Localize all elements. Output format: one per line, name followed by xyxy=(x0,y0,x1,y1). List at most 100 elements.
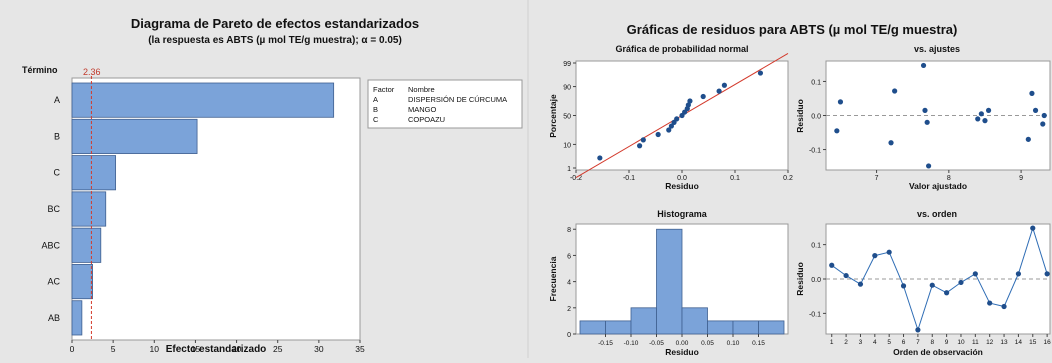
pareto-bar xyxy=(71,118,198,154)
order-point xyxy=(972,271,978,277)
normal-point xyxy=(716,88,722,94)
order-point xyxy=(857,281,864,287)
order-point xyxy=(829,262,835,268)
hist-ytick-label: 2 xyxy=(567,306,571,313)
normal-probability-chart: 1 10 50 90 99 -0.2 -0.1 0.0 0.1 0.2 xyxy=(563,53,793,182)
pareto-xtick-label: 35 xyxy=(355,344,365,354)
legend-name-a: DISPERSIÓN DE CÚRCUMA xyxy=(408,95,507,104)
fits-xtick-label: 9 xyxy=(1019,175,1023,182)
order-xtick-label: 15 xyxy=(1029,339,1037,346)
hist-bar xyxy=(605,320,632,335)
fits-ytick-label: 0.0 xyxy=(811,114,821,121)
legend-header-name: Nombre xyxy=(408,85,435,94)
order-point xyxy=(929,282,935,288)
order-xtick-label: 1 xyxy=(830,339,834,346)
hist-bar xyxy=(732,320,759,335)
hist-xtick-label: 0.00 xyxy=(676,340,689,347)
order-xtick-label: 12 xyxy=(986,339,994,346)
hist-ytick-label: 4 xyxy=(567,280,571,287)
normal-plot-title: Gráfica de probabilidad normal xyxy=(615,44,748,54)
normal-xtick-label: 0.0 xyxy=(677,175,687,182)
order-xtick-label: 14 xyxy=(1015,339,1023,346)
pareto-bar xyxy=(71,155,117,191)
fits-point xyxy=(1029,90,1035,96)
hist-xtick-label: 0.15 xyxy=(752,340,765,347)
fits-point xyxy=(834,128,840,134)
fits-xtick-label: 7 xyxy=(875,175,879,182)
hist-bar xyxy=(630,307,657,335)
order-xtick-label: 7 xyxy=(916,339,920,346)
normal-point xyxy=(721,82,728,88)
legend-factor-c: C xyxy=(373,115,379,124)
normal-point xyxy=(666,127,672,133)
order-xtick-label: 3 xyxy=(859,339,863,346)
order-point xyxy=(843,272,849,279)
pareto-xtick-label: 30 xyxy=(314,344,324,354)
factor-legend xyxy=(367,79,523,129)
hist-xtick-label: 0.10 xyxy=(727,340,740,347)
order-xtick-label: 10 xyxy=(957,339,965,346)
hist-xtick-label: -0.15 xyxy=(598,340,613,347)
pareto-xlabel: Efecto estandarizado xyxy=(166,344,267,355)
pareto-category-label: AB xyxy=(48,313,60,323)
pareto-bar xyxy=(71,191,107,227)
normal-xtick-label: -0.2 xyxy=(570,175,582,182)
fits-point xyxy=(924,119,930,125)
legend-factor-b: B xyxy=(373,105,378,114)
order-point xyxy=(872,253,878,259)
histogram-chart: 0 2 4 6 8 -0.15 -0.10 -0.05 0.00 0.05 0.10 0.15 xyxy=(567,227,785,347)
order-xtick-label: 4 xyxy=(873,339,877,346)
pareto-xtick-label: 5 xyxy=(111,344,116,354)
fits-point xyxy=(1032,107,1039,113)
order-xtick-label: 16 xyxy=(1044,339,1052,346)
fits-xlabel: Valor ajustado xyxy=(909,181,967,191)
pareto-xtick-label: 15 xyxy=(191,344,201,354)
fits-xtick-label: 8 xyxy=(947,175,951,182)
fits-point xyxy=(892,88,898,94)
fits-ytick-label: -0.1 xyxy=(809,148,821,155)
hist-ytick-label: 8 xyxy=(567,227,571,234)
order-ytick-label: 0.0 xyxy=(811,277,821,284)
hist-ytick-label: 0 xyxy=(567,332,571,339)
normal-point xyxy=(640,137,646,143)
order-series-line xyxy=(831,226,1048,332)
pareto-bar xyxy=(71,300,83,336)
pareto-bar xyxy=(71,264,93,300)
critical-value-label: 2.36 xyxy=(83,67,101,77)
legend-name-b: MANGO xyxy=(408,105,437,114)
order-point xyxy=(958,279,964,286)
normal-point xyxy=(687,98,693,104)
order-xtick-label: 5 xyxy=(887,339,891,346)
order-point xyxy=(1044,271,1050,277)
fits-point xyxy=(837,99,844,105)
hist-bar xyxy=(656,228,683,335)
normal-point xyxy=(700,93,706,100)
normal-ytick-label: 90 xyxy=(563,85,571,92)
legend-header-factor: Factor xyxy=(373,85,395,94)
residuals-vs-order-chart: -0.10.00.11 2 3 4 5 6 7 8 9 10 11 12 13 14 15 16 xyxy=(809,225,1052,346)
order-ytick-label: 0.1 xyxy=(811,243,821,250)
pareto-xtick-label: 25 xyxy=(273,344,283,354)
normal-point xyxy=(637,143,643,149)
fits-point xyxy=(975,116,981,122)
order-point xyxy=(944,290,950,296)
normal-point xyxy=(668,123,675,129)
pareto-xtick-label: 10 xyxy=(150,344,160,354)
hist-bar xyxy=(707,320,734,335)
residuals-title: Gráficas de residuos para ABTS (µ mol TE… xyxy=(627,22,958,37)
pareto-term-label: Término xyxy=(22,65,58,75)
histogram-xlabel: Residuo xyxy=(665,347,699,357)
normal-ytick-label: 99 xyxy=(563,61,571,68)
order-point xyxy=(987,300,993,306)
histogram-ylabel: Frecuencia xyxy=(548,256,558,301)
normal-ylabel: Porcentaje xyxy=(548,94,558,138)
order-xtick-label: 6 xyxy=(902,339,906,346)
fits-point xyxy=(888,140,894,146)
order-xtick-label: 2 xyxy=(844,339,848,346)
order-xlabel: Orden de observación xyxy=(893,347,983,357)
hist-bar xyxy=(579,320,606,335)
order-point xyxy=(1015,271,1022,277)
pareto-category-label: BC xyxy=(47,204,60,214)
pareto-xtick-label: 0 xyxy=(70,344,75,354)
